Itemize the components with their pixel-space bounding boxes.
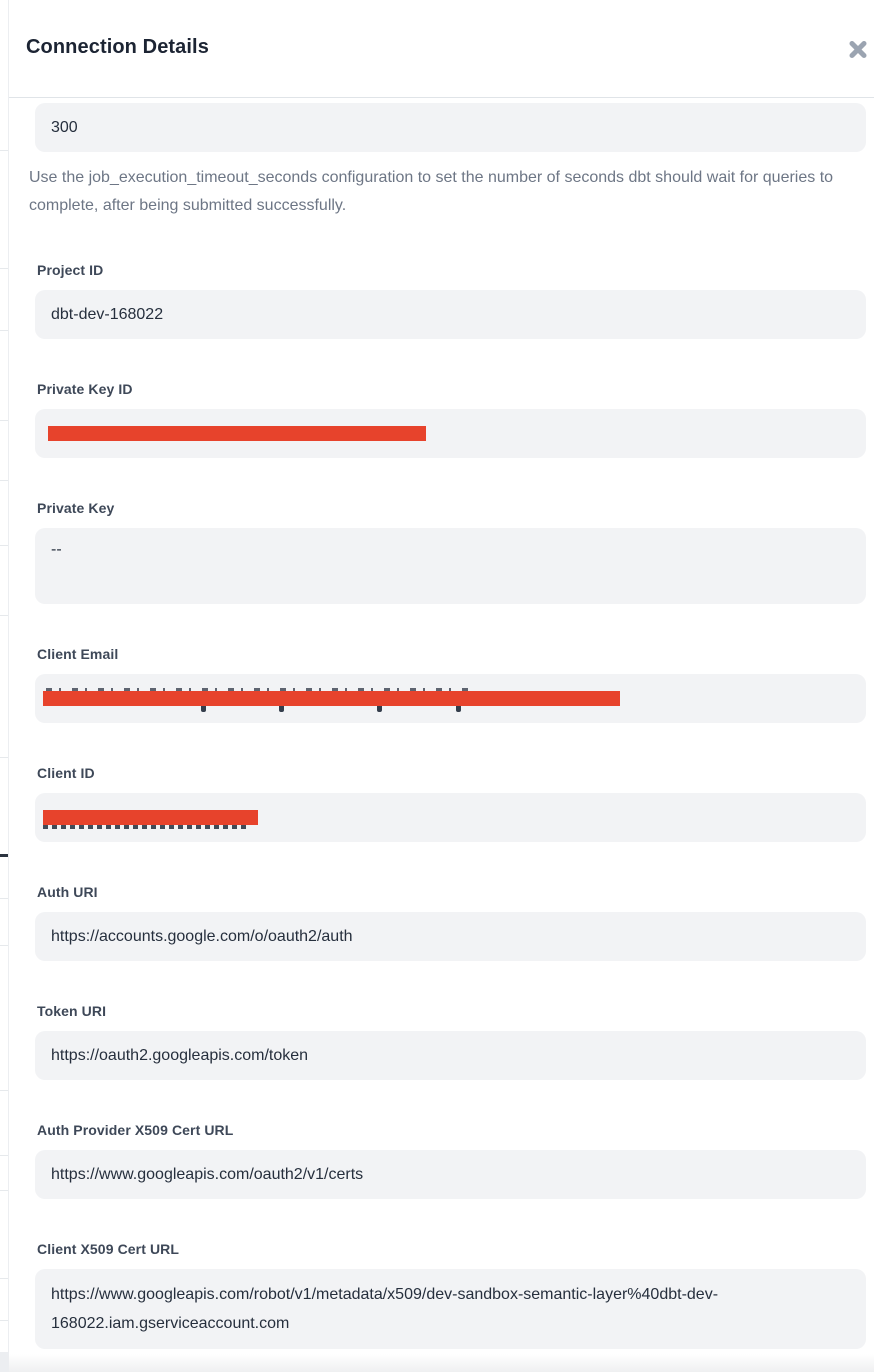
auth-provider-x509-cert-url-value: https://www.googleapis.com/oauth2/v1/cer…: [51, 1165, 364, 1183]
auth-provider-x509-cert-url-field[interactable]: https://www.googleapis.com/oauth2/v1/cer…: [35, 1150, 866, 1199]
redacted-text-fragment: [279, 706, 284, 712]
field-group-auth-provider-x509-cert-url: Auth Provider X509 Cert URL https://www.…: [9, 1122, 874, 1199]
modal-header: Connection Details: [9, 0, 874, 98]
private-key-label: Private Key: [37, 500, 115, 516]
redaction-bar: [48, 426, 426, 441]
redacted-text-fragment: [43, 825, 246, 829]
background-page-edge: [0, 0, 8, 1372]
redacted-text-fragment: [201, 706, 206, 712]
token-uri-value: https://oauth2.googleapis.com/token: [51, 1046, 309, 1064]
field-group-client-x509-cert-url: Client X509 Cert URL https://www.googlea…: [9, 1241, 874, 1349]
client-email-field[interactable]: [35, 674, 866, 723]
modal-body: 300 Use the job_execution_timeout_second…: [9, 98, 874, 1349]
client-x509-cert-url-value: https://www.googleapis.com/robot/v1/meta…: [51, 1286, 719, 1332]
redaction-bar: [43, 810, 258, 829]
redaction-bar: [43, 688, 620, 712]
redacted-text-fragment: [46, 688, 471, 691]
project-id-label: Project ID: [37, 262, 104, 278]
redacted-text-fragment: [377, 706, 382, 712]
timeout-help-text: Use the job_execution_timeout_seconds co…: [29, 169, 834, 214]
auth-provider-x509-cert-url-label: Auth Provider X509 Cert URL: [37, 1122, 234, 1138]
field-group-project-id: Project ID dbt-dev-168022: [9, 262, 874, 339]
redaction-zone: [48, 409, 426, 458]
client-x509-cert-url-field[interactable]: https://www.googleapis.com/robot/v1/meta…: [35, 1269, 866, 1349]
footer-shadow: [9, 1354, 874, 1372]
field-group-auth-uri: Auth URI https://accounts.google.com/o/o…: [9, 884, 874, 961]
private-key-field[interactable]: --: [35, 528, 866, 604]
auth-uri-field[interactable]: https://accounts.google.com/o/oauth2/aut…: [35, 912, 866, 961]
field-group-client-id: Client ID: [9, 765, 874, 842]
client-x509-cert-url-label: Client X509 Cert URL: [37, 1241, 180, 1257]
private-key-id-field[interactable]: [35, 409, 866, 458]
private-key-value: --: [51, 541, 62, 558]
token-uri-field[interactable]: https://oauth2.googleapis.com/token: [35, 1031, 866, 1080]
auth-uri-label: Auth URI: [37, 884, 98, 900]
project-id-value: dbt-dev-168022: [51, 305, 164, 323]
private-key-id-label: Private Key ID: [37, 381, 133, 397]
client-id-field[interactable]: [35, 793, 866, 842]
field-group-token-uri: Token URI https://oauth2.googleapis.com/…: [9, 1003, 874, 1080]
timeout-seconds-field[interactable]: 300: [35, 103, 866, 152]
modal-title: Connection Details: [26, 36, 209, 58]
close-button[interactable]: [846, 37, 870, 61]
redaction-zone: [43, 674, 620, 723]
redaction-zone: [43, 793, 258, 842]
field-group-private-key: Private Key --: [9, 500, 874, 604]
client-id-label: Client ID: [37, 765, 95, 781]
client-email-label: Client Email: [37, 646, 119, 662]
redacted-text-fragment: [456, 706, 461, 712]
timeout-seconds-value: 300: [51, 118, 78, 136]
project-id-field[interactable]: dbt-dev-168022: [35, 290, 866, 339]
token-uri-label: Token URI: [37, 1003, 107, 1019]
field-group-client-email: Client Email: [9, 646, 874, 723]
connection-details-modal: Connection Details 300 Use the job_execu…: [8, 0, 874, 1372]
field-group-private-key-id: Private Key ID: [9, 381, 874, 458]
auth-uri-value: https://accounts.google.com/o/oauth2/aut…: [51, 927, 353, 945]
